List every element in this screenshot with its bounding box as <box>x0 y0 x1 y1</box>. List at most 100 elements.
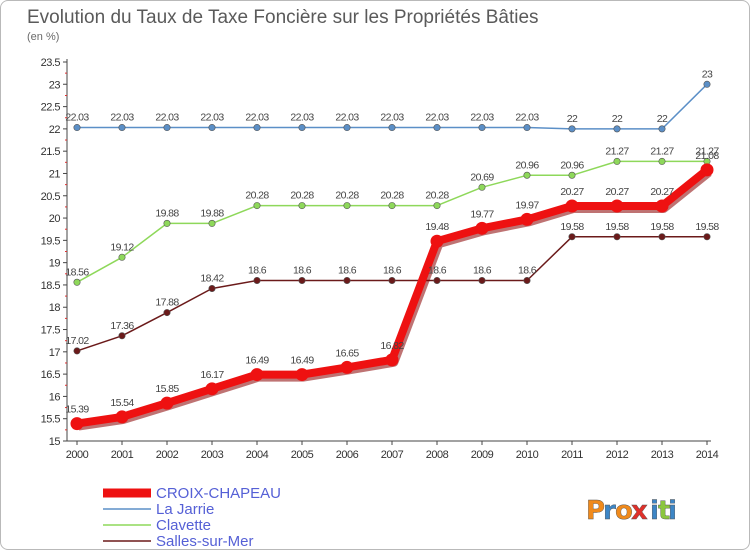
x-tick-label: 2004 <box>246 449 269 461</box>
x-tick-label: 2007 <box>381 449 404 461</box>
data-label-salles-sur-mer: 19.58 <box>650 221 674 233</box>
x-tick-label: 2011 <box>561 449 583 461</box>
data-label-salles-sur-mer: 18.6 <box>518 264 537 276</box>
proxiti-logo: Pr ox i ti <box>586 496 677 526</box>
y-tick-label: 15.5 <box>41 414 61 426</box>
legend-label-croix-chapeau: CROIX-CHAPEAU <box>156 485 281 502</box>
data-label-clavette: 18.56 <box>65 266 89 278</box>
data-point-clavette <box>73 278 81 286</box>
data-label-clavette: 19.12 <box>110 241 134 253</box>
data-point-salles-sur-mer <box>433 276 441 284</box>
data-point-clavette <box>433 202 441 210</box>
data-label-salles-sur-mer: 18.6 <box>293 264 312 276</box>
data-point-croix-chapeau <box>385 353 399 367</box>
data-label-croix-chapeau: 19.48 <box>425 221 449 233</box>
data-label-clavette: 19.88 <box>155 207 179 219</box>
data-point-croix-chapeau <box>700 163 714 177</box>
data-point-clavette <box>523 171 531 179</box>
data-point-salles-sur-mer <box>118 332 126 340</box>
data-label-la-jarrie: 22.03 <box>200 112 224 124</box>
data-point-clavette <box>613 157 621 165</box>
data-point-croix-chapeau <box>610 199 624 213</box>
data-label-salles-sur-mer: 19.58 <box>695 221 719 233</box>
data-point-salles-sur-mer <box>523 276 531 284</box>
data-label-croix-chapeau: 15.39 <box>65 404 89 416</box>
data-point-salles-sur-mer <box>568 233 576 241</box>
logo-letter: i <box>650 496 659 526</box>
legend-label-salles-sur-mer: Salles-sur-Mer <box>156 533 254 550</box>
data-label-salles-sur-mer: 17.02 <box>65 335 89 347</box>
data-label-clavette: 21.27 <box>605 145 629 157</box>
data-label-clavette: 21.27 <box>650 145 674 157</box>
data-label-croix-chapeau: 16.17 <box>200 369 224 381</box>
data-point-clavette <box>343 202 351 210</box>
chart-title: Evolution du Taux de Taxe Foncière sur l… <box>27 7 539 28</box>
data-label-salles-sur-mer: 17.88 <box>155 297 179 309</box>
data-label-croix-chapeau: 20.27 <box>650 186 674 198</box>
data-label-croix-chapeau: 16.82 <box>380 340 404 352</box>
data-point-croix-chapeau <box>430 234 444 248</box>
y-tick-label: 23.5 <box>41 57 61 69</box>
data-point-croix-chapeau <box>340 360 354 374</box>
y-tick-label: 20 <box>49 213 61 225</box>
data-point-clavette <box>478 183 486 191</box>
data-label-la-jarrie: 22 <box>657 113 668 125</box>
y-tick-label: 19 <box>49 258 61 270</box>
x-tick-label: 2001 <box>111 449 134 461</box>
data-label-clavette: 20.69 <box>470 171 494 183</box>
chart-subtitle: (en %) <box>27 31 59 43</box>
y-tick-label: 21 <box>49 168 61 180</box>
data-point-salles-sur-mer <box>208 285 216 293</box>
data-point-croix-chapeau <box>295 368 309 382</box>
data-point-la-jarrie <box>298 124 306 132</box>
data-point-la-jarrie <box>703 80 711 88</box>
data-label-la-jarrie: 22.03 <box>155 112 179 124</box>
data-label-croix-chapeau: 15.85 <box>155 383 179 395</box>
y-tick-label: 22 <box>49 124 61 136</box>
y-tick-label: 23 <box>49 79 61 91</box>
data-point-salles-sur-mer <box>298 276 306 284</box>
data-point-salles-sur-mer <box>163 309 171 317</box>
x-tick-label: 2000 <box>66 449 89 461</box>
data-label-salles-sur-mer: 18.6 <box>383 264 402 276</box>
data-point-clavette <box>253 202 261 210</box>
y-tick-label: 18.5 <box>41 280 61 292</box>
data-point-salles-sur-mer <box>478 276 486 284</box>
x-tick-label: 2010 <box>516 449 539 461</box>
data-label-croix-chapeau: 21.08 <box>695 150 719 162</box>
x-tick-label: 2002 <box>156 449 179 461</box>
data-label-salles-sur-mer: 18.6 <box>248 264 267 276</box>
data-label-salles-sur-mer: 18.6 <box>338 264 357 276</box>
data-point-salles-sur-mer <box>613 233 621 241</box>
data-point-croix-chapeau <box>475 221 489 235</box>
data-point-clavette <box>208 219 216 227</box>
data-label-clavette: 20.96 <box>560 159 584 171</box>
data-label-croix-chapeau: 16.49 <box>245 355 269 367</box>
y-tick-label: 22.5 <box>41 102 61 114</box>
data-label-la-jarrie: 22.03 <box>110 112 134 124</box>
legend-label-clavette: Clavette <box>156 517 211 534</box>
data-point-salles-sur-mer <box>658 233 666 241</box>
data-label-croix-chapeau: 20.27 <box>560 186 584 198</box>
data-label-croix-chapeau: 19.77 <box>470 208 494 220</box>
data-label-salles-sur-mer: 19.58 <box>605 221 629 233</box>
data-point-salles-sur-mer <box>388 276 396 284</box>
x-tick-label: 2014 <box>696 449 719 461</box>
y-tick-label: 17.5 <box>41 325 61 337</box>
data-point-la-jarrie <box>433 124 441 132</box>
data-label-la-jarrie: 23 <box>702 68 713 80</box>
data-label-clavette: 20.28 <box>335 190 359 202</box>
data-point-salles-sur-mer <box>73 347 81 355</box>
data-point-croix-chapeau <box>70 417 84 431</box>
data-labels-layer: 22.03 22.03 22.03 22.03 22.03 22.03 22.03 22.03… <box>65 68 720 416</box>
series-line-salles-sur-mer <box>76 236 707 352</box>
data-point-la-jarrie <box>73 124 81 132</box>
data-label-clavette: 20.28 <box>380 190 404 202</box>
logo-letter: o <box>615 496 633 526</box>
data-point-la-jarrie <box>163 124 171 132</box>
data-point-la-jarrie <box>343 124 351 132</box>
y-tick-label: 20.5 <box>41 191 61 203</box>
data-label-la-jarrie: 22.03 <box>515 112 539 124</box>
